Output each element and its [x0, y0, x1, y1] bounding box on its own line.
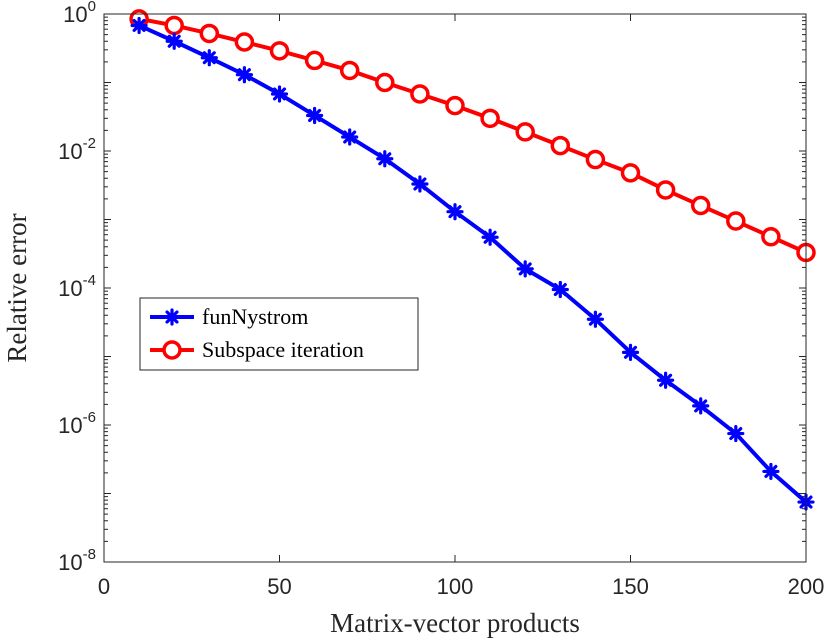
y-tick-base: 10 [58, 413, 82, 438]
data-point [515, 122, 535, 142]
marker-center [521, 265, 529, 273]
x-tick-label: 200 [788, 574, 825, 599]
marker-center [662, 376, 670, 384]
data-point [585, 149, 606, 170]
data-point [375, 72, 395, 93]
x-tick-labels: 0 50 100 150 200 [98, 574, 824, 599]
legend: funNystrom Subspace iteration [139, 297, 419, 371]
y-tick-base: 10 [58, 276, 82, 301]
data-point [199, 23, 220, 44]
data-point [411, 175, 429, 193]
data-point [410, 84, 430, 104]
marker-center [767, 467, 775, 475]
data-point [656, 371, 675, 389]
marker-center [240, 71, 248, 79]
y-tick-exponent: -4 [83, 272, 96, 289]
data-point [446, 203, 464, 221]
data-point [620, 163, 641, 183]
data-point [164, 15, 184, 36]
legend-box [139, 297, 419, 371]
marker-center [591, 315, 599, 323]
marker-center [170, 37, 178, 45]
y-tick-exponent: -2 [83, 135, 96, 152]
data-point [339, 60, 360, 81]
legend-item: funNystrom [150, 304, 308, 329]
x-tick-label: 50 [267, 574, 291, 599]
data-point [376, 150, 394, 168]
marker-center [276, 90, 283, 98]
marker-center [346, 133, 354, 141]
series-layer [129, 9, 816, 511]
data-point [655, 180, 676, 200]
y-tick-label: 10-8 [58, 546, 96, 575]
x-tick-label: 100 [437, 574, 474, 599]
data-point [551, 280, 569, 299]
series-funnystrom [130, 16, 815, 511]
y-tick-exponent: 0 [88, 0, 96, 15]
marker-center [135, 21, 143, 29]
y-tick-base: 10 [58, 550, 82, 575]
data-point [235, 66, 253, 84]
data-point [341, 128, 359, 146]
data-point [586, 310, 605, 328]
marker-center [451, 208, 459, 216]
y-tick-base: 10 [63, 2, 87, 27]
data-point [727, 424, 745, 443]
marker-center [416, 180, 424, 188]
data-point [165, 32, 183, 50]
data-point [692, 397, 710, 415]
data-point [234, 32, 255, 52]
data-point [306, 106, 324, 125]
data-point [726, 211, 746, 231]
x-axis-title: Matrix-vector products [330, 608, 580, 638]
marker-center [381, 155, 389, 163]
y-tick-exponent: -8 [83, 546, 96, 563]
data-point [481, 228, 499, 246]
y-tick-label: 10-6 [58, 409, 96, 438]
marker-center [168, 313, 176, 321]
y-tick-label: 100 [63, 0, 96, 27]
data-point [550, 135, 571, 156]
legend-marker [162, 340, 182, 360]
marker-center [556, 286, 564, 294]
marker-center [486, 233, 494, 241]
marker-center [697, 402, 705, 410]
data-point [445, 95, 465, 116]
data-point [130, 16, 148, 35]
legend-items: funNystrom Subspace iteration [150, 304, 364, 362]
data-point [762, 462, 780, 481]
data-point [304, 50, 325, 71]
x-tick-label: 0 [98, 574, 110, 599]
data-point [621, 343, 640, 361]
marker-center [627, 348, 634, 356]
legend-label: funNystrom [202, 304, 308, 329]
data-point [270, 85, 289, 103]
data-point [516, 260, 534, 278]
legend-label: Subspace iteration [202, 337, 364, 362]
legend-marker [163, 308, 181, 326]
data-point [200, 49, 218, 67]
legend-item: Subspace iteration [150, 337, 364, 362]
data-point [480, 108, 500, 129]
y-axis-title: Relative error [2, 213, 32, 362]
data-point [761, 226, 781, 247]
plot-frame [103, 13, 807, 563]
y-tick-label: 10-2 [58, 135, 96, 164]
y-tick-label: 10-4 [58, 272, 96, 301]
marker-center [311, 111, 319, 119]
marker-center [732, 430, 740, 438]
y-tick-exponent: -6 [83, 409, 96, 426]
x-tick-label: 150 [612, 574, 649, 599]
data-point [690, 195, 711, 216]
y-tick-base: 10 [58, 139, 82, 164]
marker-center [205, 54, 213, 62]
data-point [269, 41, 290, 61]
